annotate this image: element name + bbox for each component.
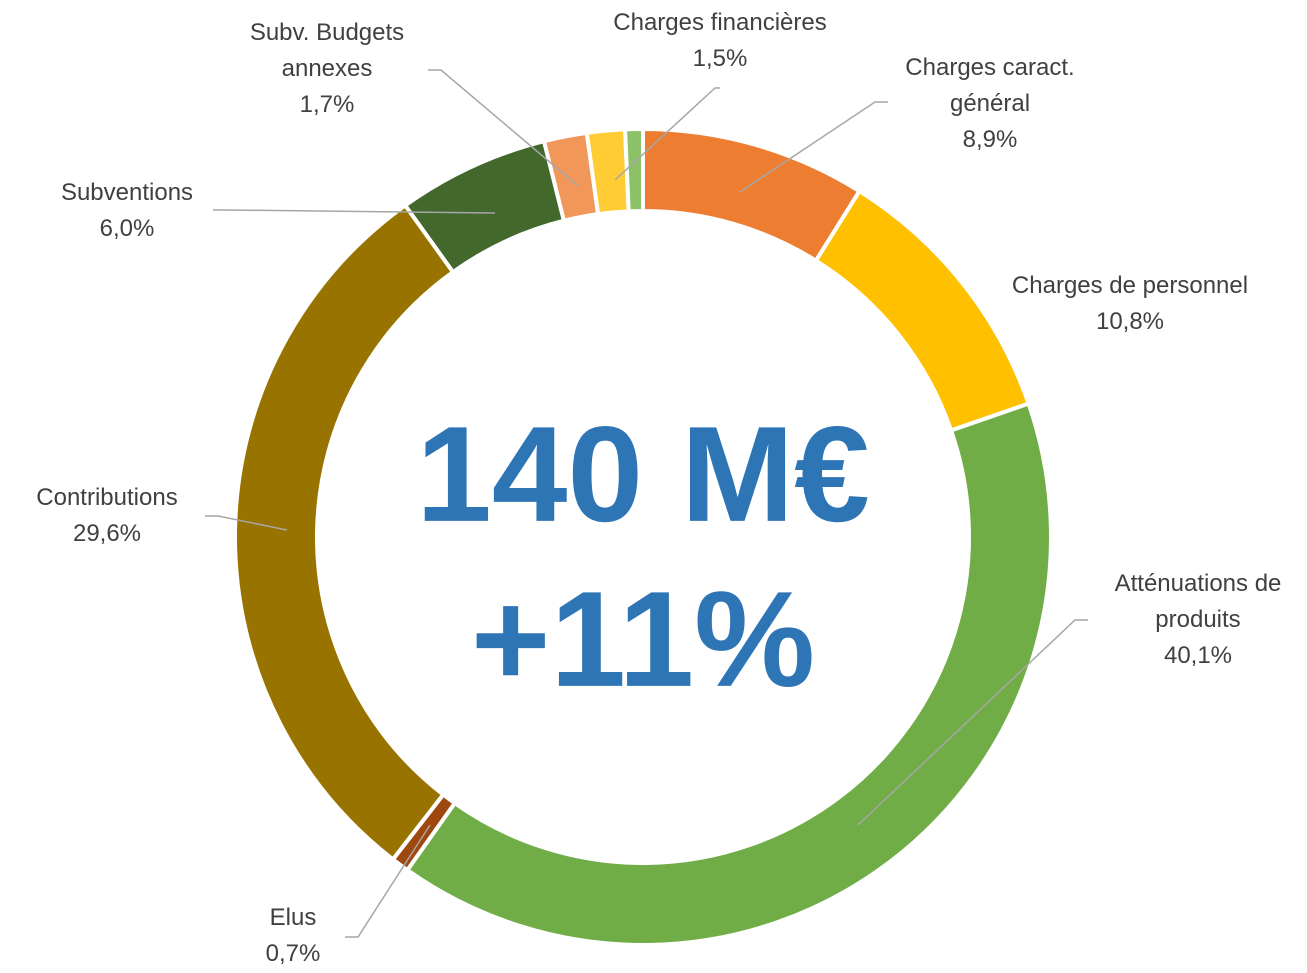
- percent-label: 1,5%: [692, 45, 748, 72]
- data-label: Elus 0,7%: [233, 900, 353, 972]
- data-label: Subventions 6,0%: [27, 175, 227, 247]
- data-label: Charges de personnel 10,8%: [970, 268, 1290, 340]
- data-label: Subv. Budgets annexes 1,7%: [227, 15, 427, 123]
- category-label: Charges caract. général: [905, 54, 1075, 117]
- donut-segment: [404, 401, 1053, 947]
- data-label: Charges financières 1,5%: [570, 5, 870, 77]
- percent-label: 6,0%: [99, 215, 155, 242]
- category-label: Subventions: [60, 179, 194, 206]
- leader-line: [213, 209, 496, 214]
- leader-line: [428, 69, 579, 187]
- category-label: Atténuations de produits: [1114, 570, 1282, 633]
- leader-line: [205, 515, 288, 531]
- percent-label: 10,8%: [1095, 308, 1165, 335]
- center-change: +11%: [471, 563, 815, 715]
- category-label: Charges de personnel: [1011, 272, 1249, 299]
- percent-label: 0,7%: [265, 940, 321, 967]
- leader-line: [345, 824, 431, 938]
- leader-line: [857, 619, 1088, 826]
- leader-line: [739, 101, 888, 193]
- category-label: Subv. Budgets annexes: [249, 19, 405, 82]
- category-label: Contributions: [36, 484, 178, 511]
- data-label: Charges caract. général 8,9%: [880, 50, 1100, 158]
- data-label: Contributions 29,6%: [7, 480, 207, 552]
- category-label: Charges financières: [613, 9, 827, 36]
- leader-line: [614, 87, 720, 181]
- donut-segment: [622, 126, 645, 214]
- percent-label: 29,6%: [72, 520, 142, 547]
- donut-segment: [233, 202, 456, 863]
- percent-label: 40,1%: [1163, 642, 1233, 669]
- center-total: 140 M€: [416, 398, 870, 550]
- data-label: Atténuations de produits 40,1%: [1083, 566, 1307, 674]
- percent-label: 8,9%: [962, 126, 1018, 153]
- percent-label: 1,7%: [299, 91, 355, 118]
- category-label: Elus: [269, 904, 317, 931]
